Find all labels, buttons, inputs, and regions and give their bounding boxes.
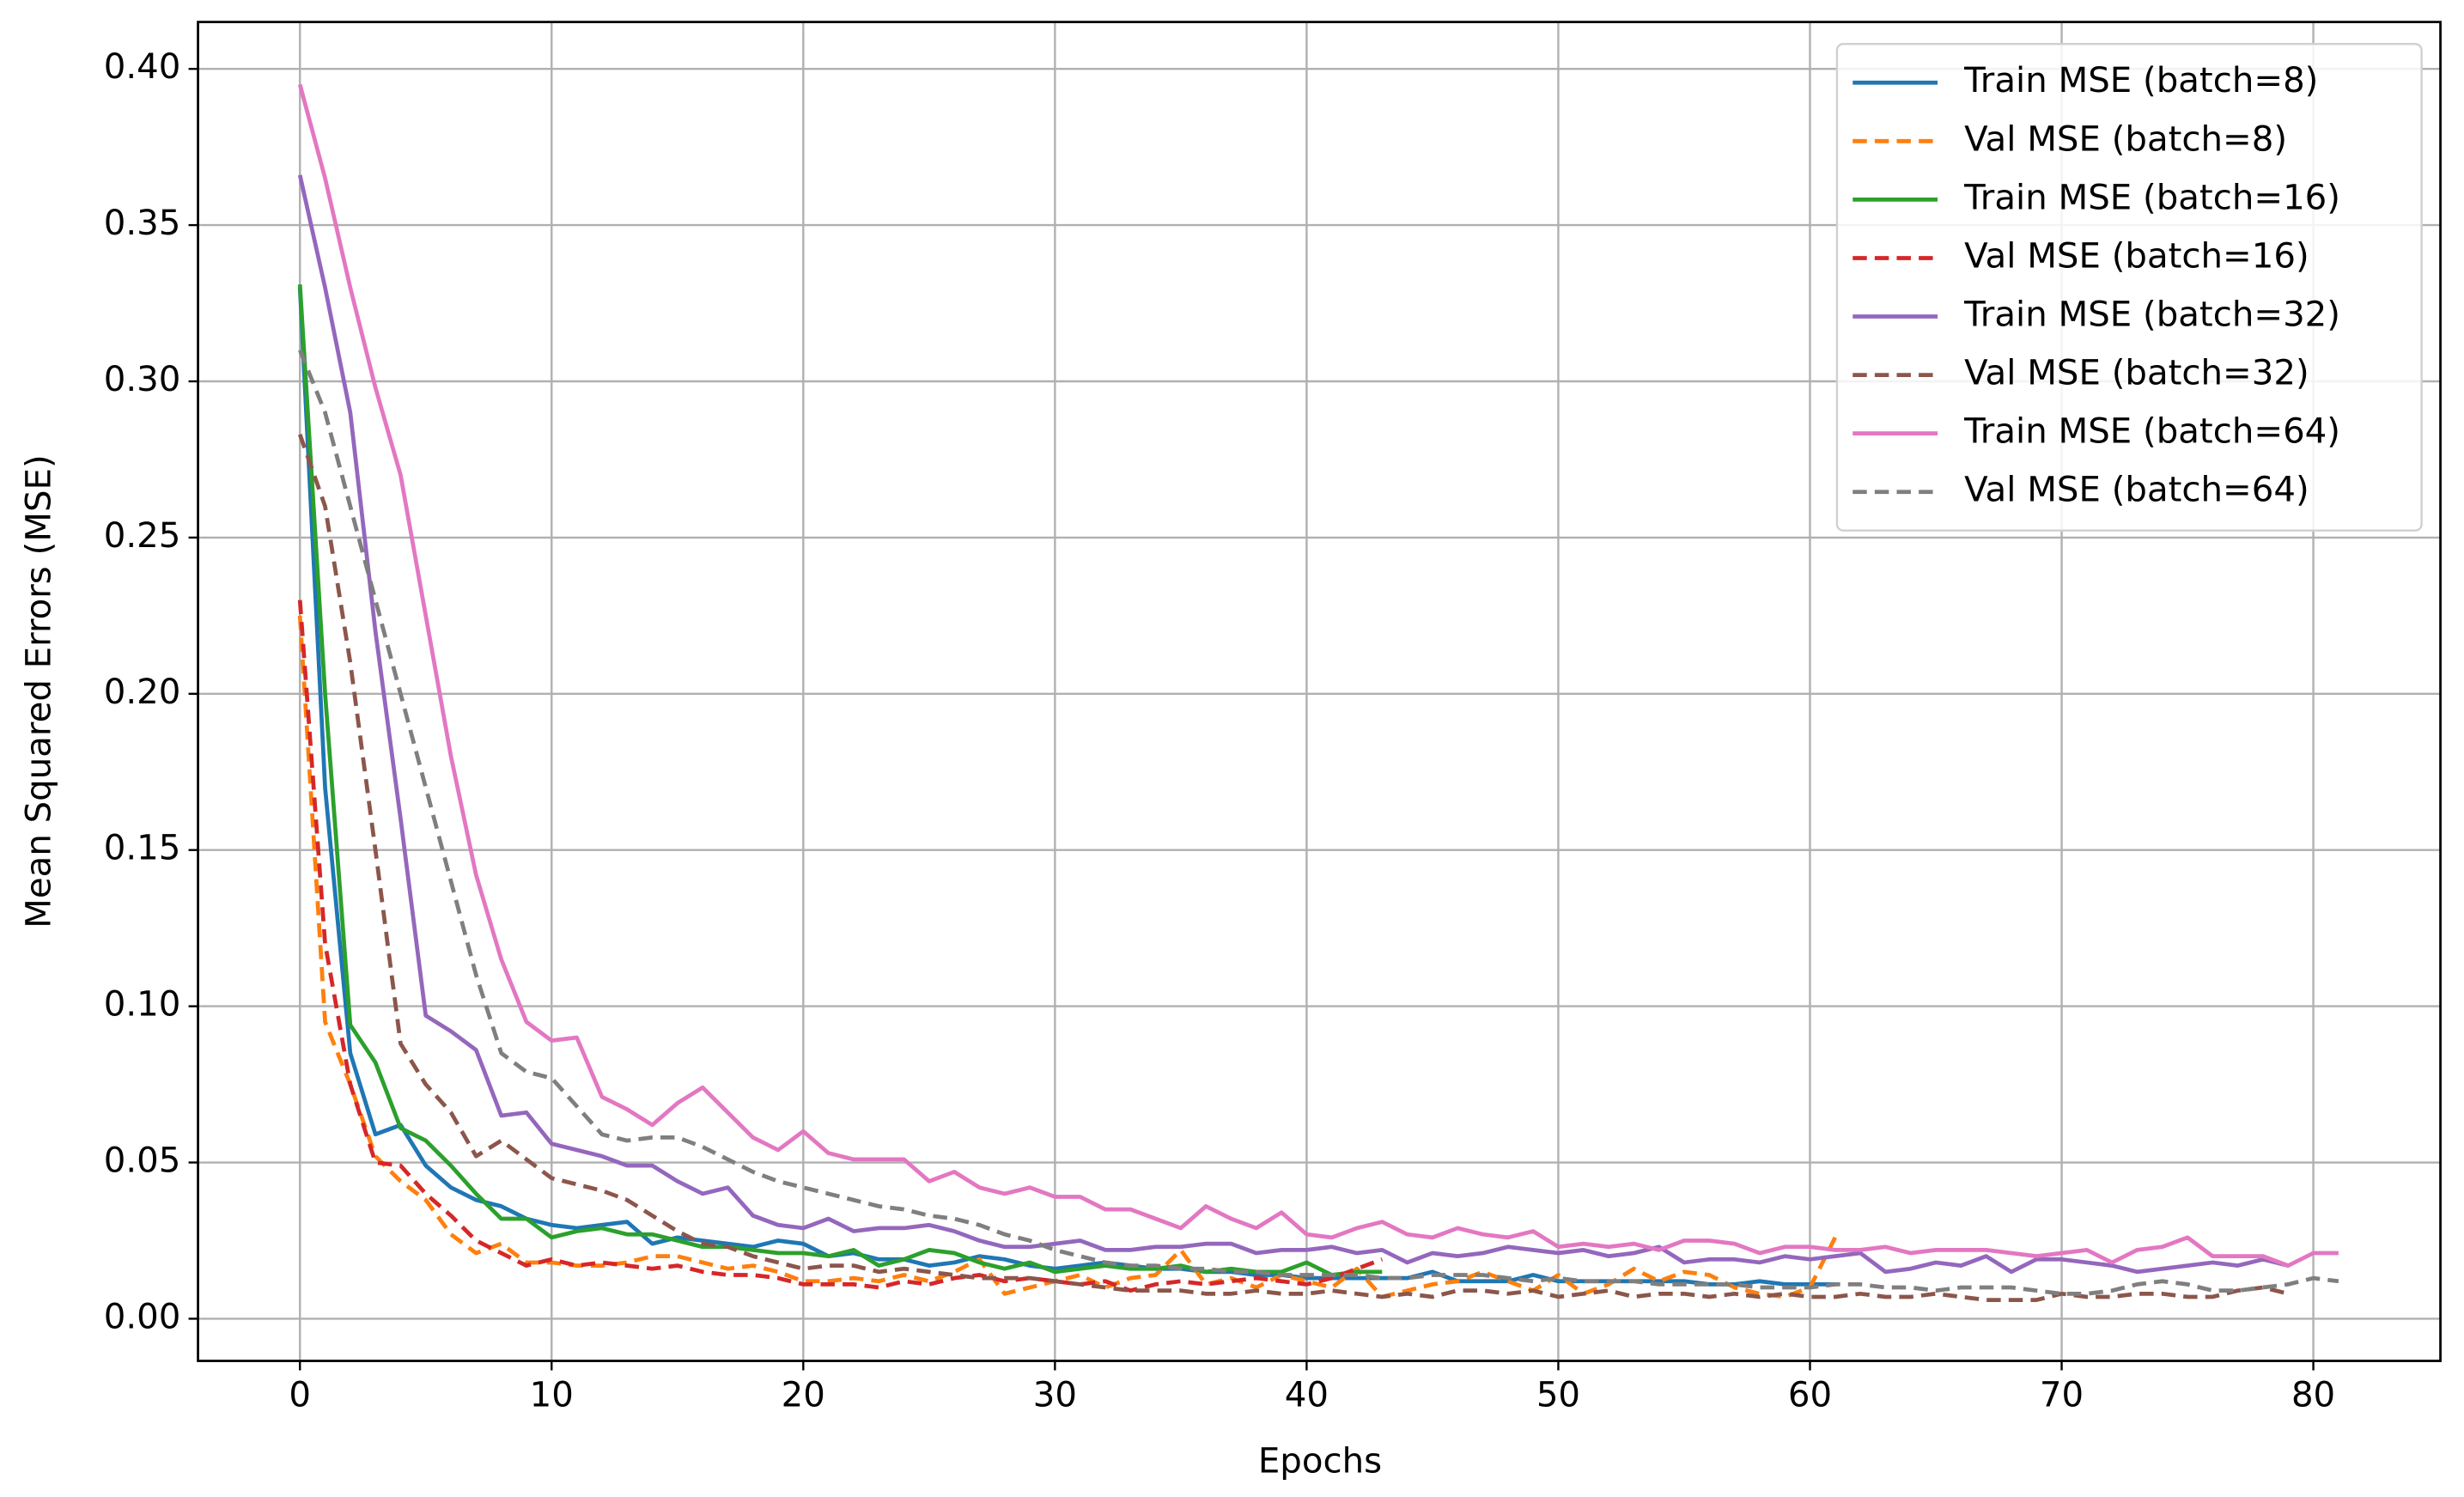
legend: Train MSE (batch=8) Val MSE (batch=8) Trai… [1835, 43, 2423, 532]
series-line [297, 284, 1383, 1277]
series-line [297, 287, 1835, 1287]
x-tick-label: 10 [530, 1376, 574, 1415]
series-line [297, 174, 2289, 1275]
x-tick-label: 60 [1788, 1376, 1832, 1415]
y-tick-label: 0.05 [104, 1141, 181, 1181]
legend-label: Val MSE (batch=8) [1964, 119, 2287, 159]
y-tick-label: 0.30 [104, 360, 181, 399]
y-tick-label: 0.20 [104, 672, 181, 712]
x-tick-label: 30 [1033, 1376, 1077, 1415]
legend-label: Val MSE (batch=64) [1964, 471, 2309, 510]
legend-label: Val MSE (batch=16) [1964, 236, 2309, 276]
y-tick-label: 0.35 [104, 204, 181, 243]
legend-label: Train MSE (batch=8) [1963, 61, 2318, 100]
legend-label: Train MSE (batch=64) [1963, 412, 2340, 452]
x-tick-label: 50 [1536, 1376, 1580, 1415]
series-line [297, 83, 2339, 1268]
x-axis-label: Epochs [1258, 1441, 1382, 1481]
x-tick-label: 20 [782, 1376, 825, 1415]
x-tick-label: 80 [2291, 1376, 2335, 1415]
legend-label: Val MSE (batch=32) [1964, 354, 2309, 393]
series-line [298, 349, 2339, 1296]
legend-box [1835, 43, 2423, 532]
x-tick-label: 40 [1285, 1376, 1329, 1415]
y-tick-label: 0.40 [104, 47, 181, 87]
y-tick-label: 0.00 [104, 1297, 181, 1336]
series-line [297, 434, 2289, 1302]
x-tick-label: 0 [289, 1376, 311, 1415]
y-tick-label: 0.25 [104, 516, 181, 556]
legend-label: Train MSE (batch=16) [1963, 178, 2340, 217]
legend-label: Train MSE (batch=32) [1963, 295, 2340, 335]
x-tick-label: 70 [2040, 1376, 2084, 1415]
y-tick-label: 0.10 [104, 985, 181, 1025]
series-line [297, 615, 1837, 1299]
y-axis-label: Mean Squared Errors (MSE) [20, 454, 59, 928]
y-tick-label: 0.15 [104, 829, 181, 868]
series-line [297, 599, 1384, 1293]
plot-frame [197, 21, 2442, 1362]
